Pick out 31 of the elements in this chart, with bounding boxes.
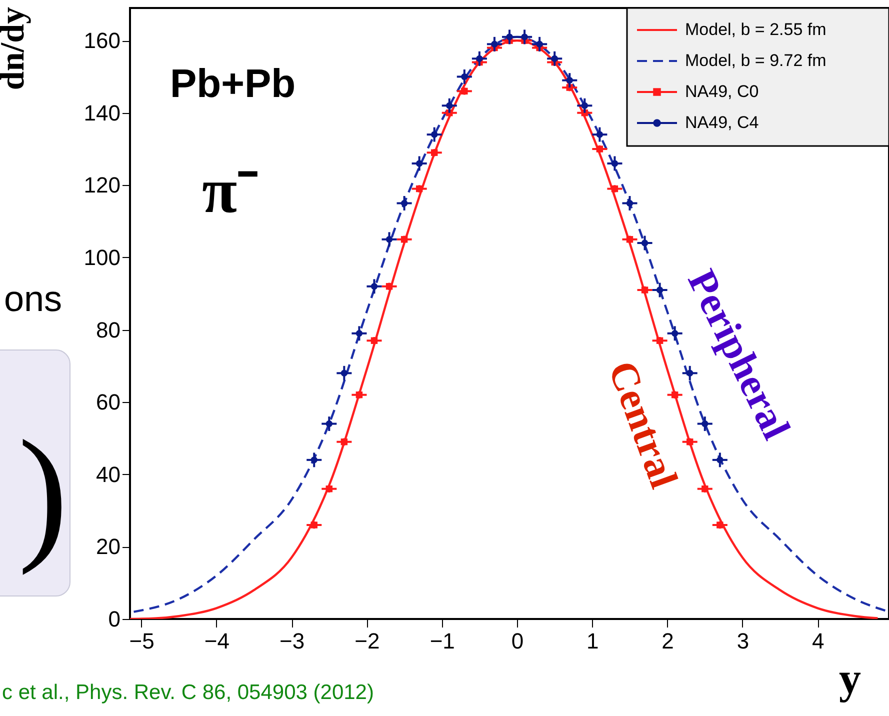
x-tick-label: 1 — [586, 628, 599, 654]
x-axis-title: y — [839, 654, 861, 703]
y-tick-label: 140 — [84, 100, 120, 126]
x-tick-label: 0 — [511, 628, 524, 654]
y-tick-label: 80 — [96, 317, 120, 342]
y-tick-label: 120 — [84, 172, 120, 198]
x-tick-label: 4 — [812, 628, 824, 654]
x-tick-label: −4 — [204, 628, 230, 654]
x-tick-label: 2 — [662, 628, 674, 654]
x-tick-label: −1 — [430, 628, 455, 654]
text: ) — [18, 410, 68, 576]
annotation: Pb+Pb — [170, 62, 296, 106]
legend-label: Model, b = 2.55 fm — [685, 20, 826, 39]
y-tick-label: 20 — [96, 534, 120, 560]
x-tick-label: −5 — [129, 628, 154, 654]
text: c et al., Phys. Rev. C 86, 054903 (2012) — [2, 681, 374, 704]
annotation: Central — [600, 355, 687, 494]
y-tick-label: 160 — [84, 28, 120, 54]
legend-label: NA49, C4 — [685, 113, 759, 132]
y-axis-title: dn/dy — [0, 6, 32, 90]
y-tick-label: 100 — [84, 244, 120, 270]
annotation: π⁻ — [202, 155, 260, 226]
text: ons — [4, 278, 62, 319]
x-tick-label: −2 — [354, 628, 380, 654]
legend-label: Model, b = 9.72 fm — [685, 51, 826, 70]
x-tick-label: 3 — [736, 628, 750, 654]
y-tick-label: 60 — [96, 390, 120, 415]
y-tick-label: 0 — [108, 606, 120, 632]
legend-label: NA49, C0 — [685, 82, 759, 101]
x-tick-label: −3 — [280, 628, 305, 654]
y-tick-label: 40 — [96, 462, 120, 487]
